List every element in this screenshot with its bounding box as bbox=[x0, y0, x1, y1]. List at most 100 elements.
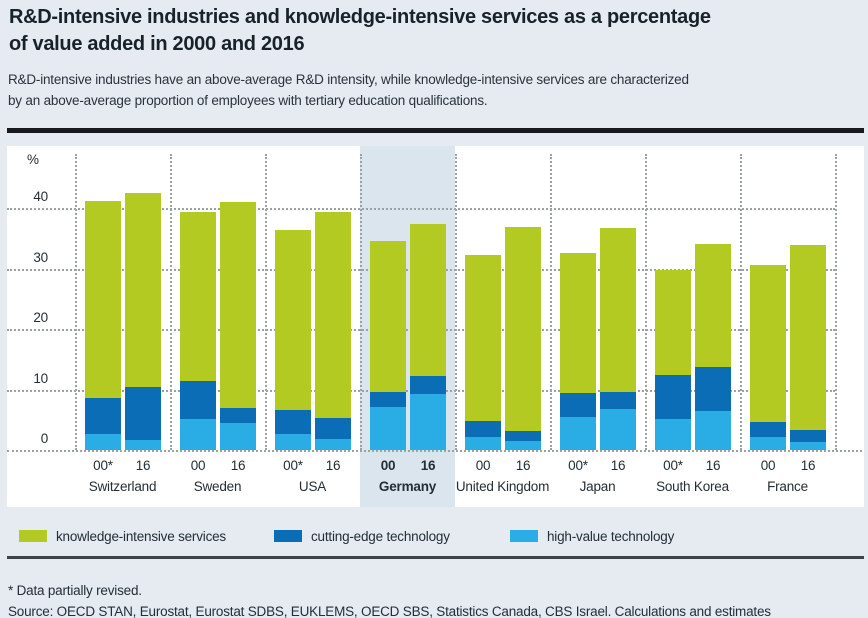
group-separator-8 bbox=[835, 154, 837, 450]
segment-knowledge-intensive-services bbox=[125, 193, 161, 387]
x-axis-country-label: France bbox=[767, 479, 808, 494]
segment-high-value-technology bbox=[125, 440, 161, 450]
legend-swatch-green bbox=[19, 530, 47, 542]
country-group-south-korea: 00* 16 South Korea bbox=[645, 146, 740, 507]
country-group-switzerland: 00* 16 Switzerland bbox=[75, 146, 170, 507]
segment-cutting-edge-technology bbox=[410, 376, 446, 394]
subtitle: R&D-intensive industries have an above-a… bbox=[8, 69, 689, 111]
legend-swatch-dark-blue bbox=[274, 530, 302, 542]
segment-cutting-edge-technology bbox=[505, 431, 541, 441]
segment-high-value-technology bbox=[600, 409, 636, 450]
title-line-2: of value added in 2000 and 2016 bbox=[9, 33, 305, 55]
country-group-united-kingdom: 00 16 United Kingdom bbox=[455, 146, 550, 507]
segment-cutting-edge-technology bbox=[125, 387, 161, 440]
bottom-divider-rule bbox=[7, 556, 864, 559]
x-tick-year-label: 16 bbox=[420, 458, 436, 473]
segment-high-value-technology bbox=[220, 423, 256, 450]
segment-knowledge-intensive-services bbox=[695, 244, 731, 367]
y-tick-label-20: 20 bbox=[33, 310, 48, 325]
legend-swatch-light-blue bbox=[510, 530, 538, 542]
segment-knowledge-intensive-services bbox=[220, 202, 256, 408]
subtitle-line-1: R&D-intensive industries have an above-a… bbox=[8, 72, 689, 87]
segment-knowledge-intensive-services bbox=[600, 228, 636, 392]
x-axis-country-label: Switzerland bbox=[88, 479, 157, 494]
x-tick-year-label: 16 bbox=[135, 458, 151, 473]
segment-high-value-technology bbox=[85, 434, 121, 450]
x-tick-year-label: 00 bbox=[190, 458, 206, 473]
bar-france-00 bbox=[750, 265, 786, 450]
bar-sweden-16 bbox=[220, 202, 256, 450]
segment-high-value-technology bbox=[370, 407, 406, 450]
y-tick-label-0: 0 bbox=[40, 431, 49, 446]
country-group-japan: 00* 16 Japan bbox=[550, 146, 645, 507]
title-line-1: R&D-intensive industries and knowledge-i… bbox=[9, 6, 711, 28]
country-group-germany: 00 16 Germany bbox=[360, 146, 455, 507]
x-tick-year-label: 00* bbox=[568, 458, 588, 473]
x-tick-year-label: 00* bbox=[663, 458, 683, 473]
subtitle-line-2: by an above-average proportion of employ… bbox=[8, 93, 488, 108]
bar-south-korea-00- bbox=[655, 270, 691, 450]
segment-high-value-technology bbox=[505, 441, 541, 450]
segment-cutting-edge-technology bbox=[220, 408, 256, 423]
bar-sweden-00 bbox=[180, 212, 216, 450]
y-tick-label-10: 10 bbox=[33, 371, 48, 386]
legend-item-high-value-technology: high-value technology bbox=[510, 528, 675, 544]
x-tick-year-label: 16 bbox=[230, 458, 246, 473]
top-divider-rule bbox=[7, 128, 864, 133]
x-tick-year-label: 00* bbox=[283, 458, 303, 473]
x-tick-year-label: 16 bbox=[325, 458, 341, 473]
gridline-y-0 bbox=[7, 450, 862, 452]
segment-knowledge-intensive-services bbox=[85, 201, 121, 398]
x-axis-country-label: United Kingdom bbox=[455, 479, 550, 494]
segment-cutting-edge-technology bbox=[85, 398, 121, 434]
segment-cutting-edge-technology bbox=[275, 410, 311, 434]
country-group-france: 00 16 France bbox=[740, 146, 835, 507]
segment-cutting-edge-technology bbox=[560, 393, 596, 417]
x-tick-year-label: 16 bbox=[800, 458, 816, 473]
x-axis-country-label: Japan bbox=[579, 479, 616, 494]
plot-area: % 0 10 20 30 40 00* 16 Switzerland 00 16 Sweden 00*… bbox=[7, 146, 864, 507]
segment-high-value-technology bbox=[275, 434, 311, 450]
bar-usa-16 bbox=[315, 212, 351, 450]
page-title: R&D-intensive industries and knowledge-i… bbox=[9, 4, 711, 58]
segment-cutting-edge-technology bbox=[695, 367, 731, 411]
segment-cutting-edge-technology bbox=[315, 418, 351, 439]
gridline-y-40 bbox=[7, 208, 835, 210]
country-group-usa: 00* 16 USA bbox=[265, 146, 360, 507]
segment-knowledge-intensive-services bbox=[465, 255, 501, 421]
segment-knowledge-intensive-services bbox=[180, 212, 216, 381]
bar-united-kingdom-16 bbox=[505, 227, 541, 450]
bar-japan-00- bbox=[560, 253, 596, 450]
legend-label: cutting-edge technology bbox=[311, 528, 450, 544]
x-axis-country-label: USA bbox=[298, 479, 327, 494]
segment-high-value-technology bbox=[655, 419, 691, 450]
group-separator-3 bbox=[360, 154, 362, 450]
group-separator-4 bbox=[455, 154, 457, 450]
segment-cutting-edge-technology bbox=[370, 392, 406, 407]
legend-item-knowledge-intensive-services: knowledge-intensive services bbox=[19, 529, 226, 544]
x-tick-year-label: 00 bbox=[760, 458, 776, 473]
segment-knowledge-intensive-services bbox=[560, 253, 596, 393]
bar-switzerland-00- bbox=[85, 201, 121, 450]
legend-label: high-value technology bbox=[547, 528, 675, 544]
bar-usa-00- bbox=[275, 230, 311, 450]
y-tick-label-40: 40 bbox=[33, 189, 48, 204]
bar-switzerland-16 bbox=[125, 193, 161, 450]
segment-cutting-edge-technology bbox=[790, 430, 826, 442]
revision-footnote: * Data partially revised. bbox=[8, 583, 142, 598]
bar-germany-00 bbox=[370, 241, 406, 450]
x-tick-year-label: 16 bbox=[705, 458, 721, 473]
group-separator-2 bbox=[265, 154, 267, 450]
segment-cutting-edge-technology bbox=[655, 375, 691, 419]
segment-knowledge-intensive-services bbox=[505, 227, 541, 431]
x-axis-country-label: Sweden bbox=[193, 479, 242, 494]
x-axis-country-label: South Korea bbox=[656, 479, 729, 494]
x-axis-country-label: Germany bbox=[378, 479, 437, 494]
segment-knowledge-intensive-services bbox=[790, 245, 826, 430]
segment-high-value-technology bbox=[180, 419, 216, 450]
source-footnote: Source: OECD STAN, Eurostat, Eurostat SD… bbox=[8, 604, 771, 618]
bar-germany-16 bbox=[410, 224, 446, 450]
x-tick-year-label: 16 bbox=[515, 458, 531, 473]
segment-high-value-technology bbox=[465, 437, 501, 450]
segment-knowledge-intensive-services bbox=[655, 270, 691, 375]
